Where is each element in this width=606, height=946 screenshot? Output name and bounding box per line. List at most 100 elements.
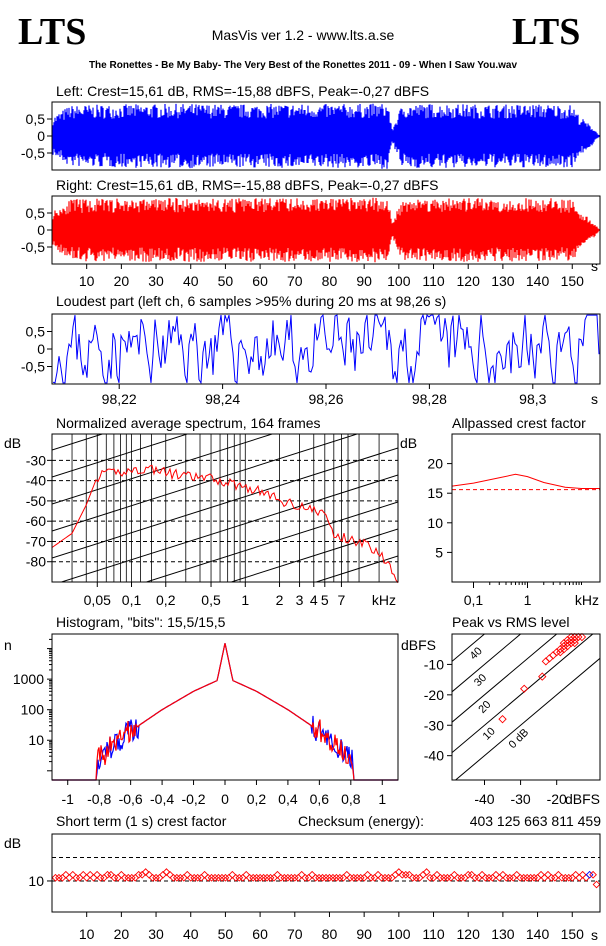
spectrum-x-label: 7 [338, 592, 346, 608]
spectrum-y-label: -30 [26, 452, 46, 468]
short-term-point [450, 870, 459, 879]
spectrum-line [51, 464, 399, 584]
short-term-x-label: 30 [148, 926, 164, 942]
spectrum-x-label: 0,1 [122, 592, 142, 608]
histogram-x-label: -0,2 [181, 791, 205, 807]
short-term-point [578, 870, 587, 879]
crest-factor-title: Allpassed crest factor [452, 415, 586, 431]
peak-rms-x-label: -30 [510, 791, 530, 807]
peak-rms-point [520, 684, 529, 693]
peak-rms-diagonal-label: 40 [468, 645, 485, 662]
short-term-x-label: 70 [287, 926, 303, 942]
waveform-xunit: s [591, 258, 598, 274]
short-term-x-label: 90 [356, 926, 372, 942]
histogram-y-label: 100 [21, 702, 45, 718]
short-term-point [374, 870, 382, 879]
short-term-xunit: s [591, 927, 598, 943]
short-term-crest-title: Short term (1 s) crest factor [56, 813, 227, 829]
spectrum-x-label: 2 [276, 592, 284, 608]
spectrum-x-label: 0,05 [84, 592, 111, 608]
spectrum-diagonal [52, 637, 398, 747]
loudest-part-y-label: -0,5 [21, 359, 45, 375]
left-waveform-y-label: 0 [37, 128, 45, 144]
waveform-x-label: 110 [422, 273, 445, 289]
short-term-point [422, 868, 431, 876]
spectrum-diagonal [59, 474, 398, 582]
histogram-x-label: 0,2 [247, 791, 267, 807]
waveform-x-label: 100 [387, 273, 411, 289]
waveform-x-label: 80 [322, 273, 338, 289]
short-term-point [273, 870, 282, 879]
short-term-point [86, 870, 95, 879]
short-term-x-label: 60 [252, 926, 268, 942]
histogram-x-label: 0 [221, 791, 229, 807]
histogram-ylabel: n [4, 637, 12, 653]
spectrum-ylabel: dB [4, 435, 21, 451]
short-term-point [478, 870, 486, 879]
short-term-point [498, 870, 507, 879]
peak-rms-diagonal [452, 634, 594, 754]
waveform-x-label: 140 [526, 273, 550, 289]
histogram-y-label: 1000 [13, 671, 44, 687]
spectrum-diagonal [52, 434, 189, 478]
peak-rms-diagonal [452, 634, 486, 663]
spectrum-x-label: 4 [310, 592, 318, 608]
loudest-part-x-label: 98,3 [519, 391, 546, 407]
checksum-label: Checksum (energy): [298, 813, 424, 829]
histogram-right [52, 643, 398, 781]
short-term-point [512, 870, 521, 879]
short-term-point [65, 873, 74, 882]
short-term-point [61, 870, 70, 879]
short-term-x-label: 120 [457, 926, 481, 942]
right-waveform-y-label: 0,5 [26, 205, 46, 221]
short-term-x-label: 20 [114, 926, 130, 942]
spectrum-diagonal [314, 555, 398, 582]
short-term-point [554, 870, 563, 879]
short-term-point [582, 873, 591, 882]
loudest-part-x-label: 98,28 [412, 391, 447, 407]
short-term-point [228, 870, 237, 879]
short-term-point [495, 873, 504, 882]
peak-rms-point [498, 714, 507, 724]
peak-rms-diagonal-label: 30 [472, 672, 489, 689]
short-term-x-label: 140 [526, 926, 550, 942]
short-term-point [492, 870, 500, 879]
crest-x-unit: kHz [575, 592, 599, 608]
peak-rms-x-label: -40 [474, 791, 494, 807]
short-term-point [79, 870, 88, 879]
short-term-point [82, 873, 91, 882]
waveform-x-label: 120 [457, 273, 481, 289]
spectrum-x-label: 0,5 [201, 592, 221, 608]
right-waveform-y-label: -0,5 [21, 239, 45, 255]
loudest-part-x-label: 98,24 [205, 391, 240, 407]
peak-rms-point [538, 672, 547, 681]
spectrum-x-label: 0,2 [156, 592, 176, 608]
waveform-x-label: 50 [218, 273, 234, 289]
waveform-x-label: 60 [252, 273, 268, 289]
loudest-part-frame [51, 313, 601, 385]
waveform-x-label: 10 [79, 273, 95, 289]
short-term-point [162, 868, 171, 876]
short-term-point [544, 870, 552, 879]
histogram-x-label: 0,8 [341, 791, 361, 807]
short-term-point [297, 870, 306, 879]
short-term-point [433, 870, 441, 879]
spectrum-frame [51, 433, 399, 583]
crest-y-label: 5 [435, 544, 443, 560]
short-term-point [200, 870, 209, 879]
histogram-x-label: -1 [62, 791, 75, 807]
histogram-y-label: 10 [28, 732, 44, 748]
short-term-point [145, 870, 154, 879]
crest-x-label: 1 [524, 592, 532, 608]
crest-frame [451, 433, 601, 583]
short-term-x-label: 50 [218, 926, 234, 942]
short-term-x-label: 110 [422, 926, 445, 942]
histogram-x-label: -0,6 [119, 791, 143, 807]
waveform-x-label: 30 [148, 273, 164, 289]
right-waveform-title: Right: Crest=15,61 dB, RMS=-15,88 dBFS, … [56, 177, 438, 193]
peak-rms-title: Peak vs RMS level [452, 614, 569, 630]
crest-y-label: 15 [427, 485, 443, 501]
spectrum-y-label: -60 [26, 513, 46, 529]
spectrum-diagonal [144, 501, 398, 582]
